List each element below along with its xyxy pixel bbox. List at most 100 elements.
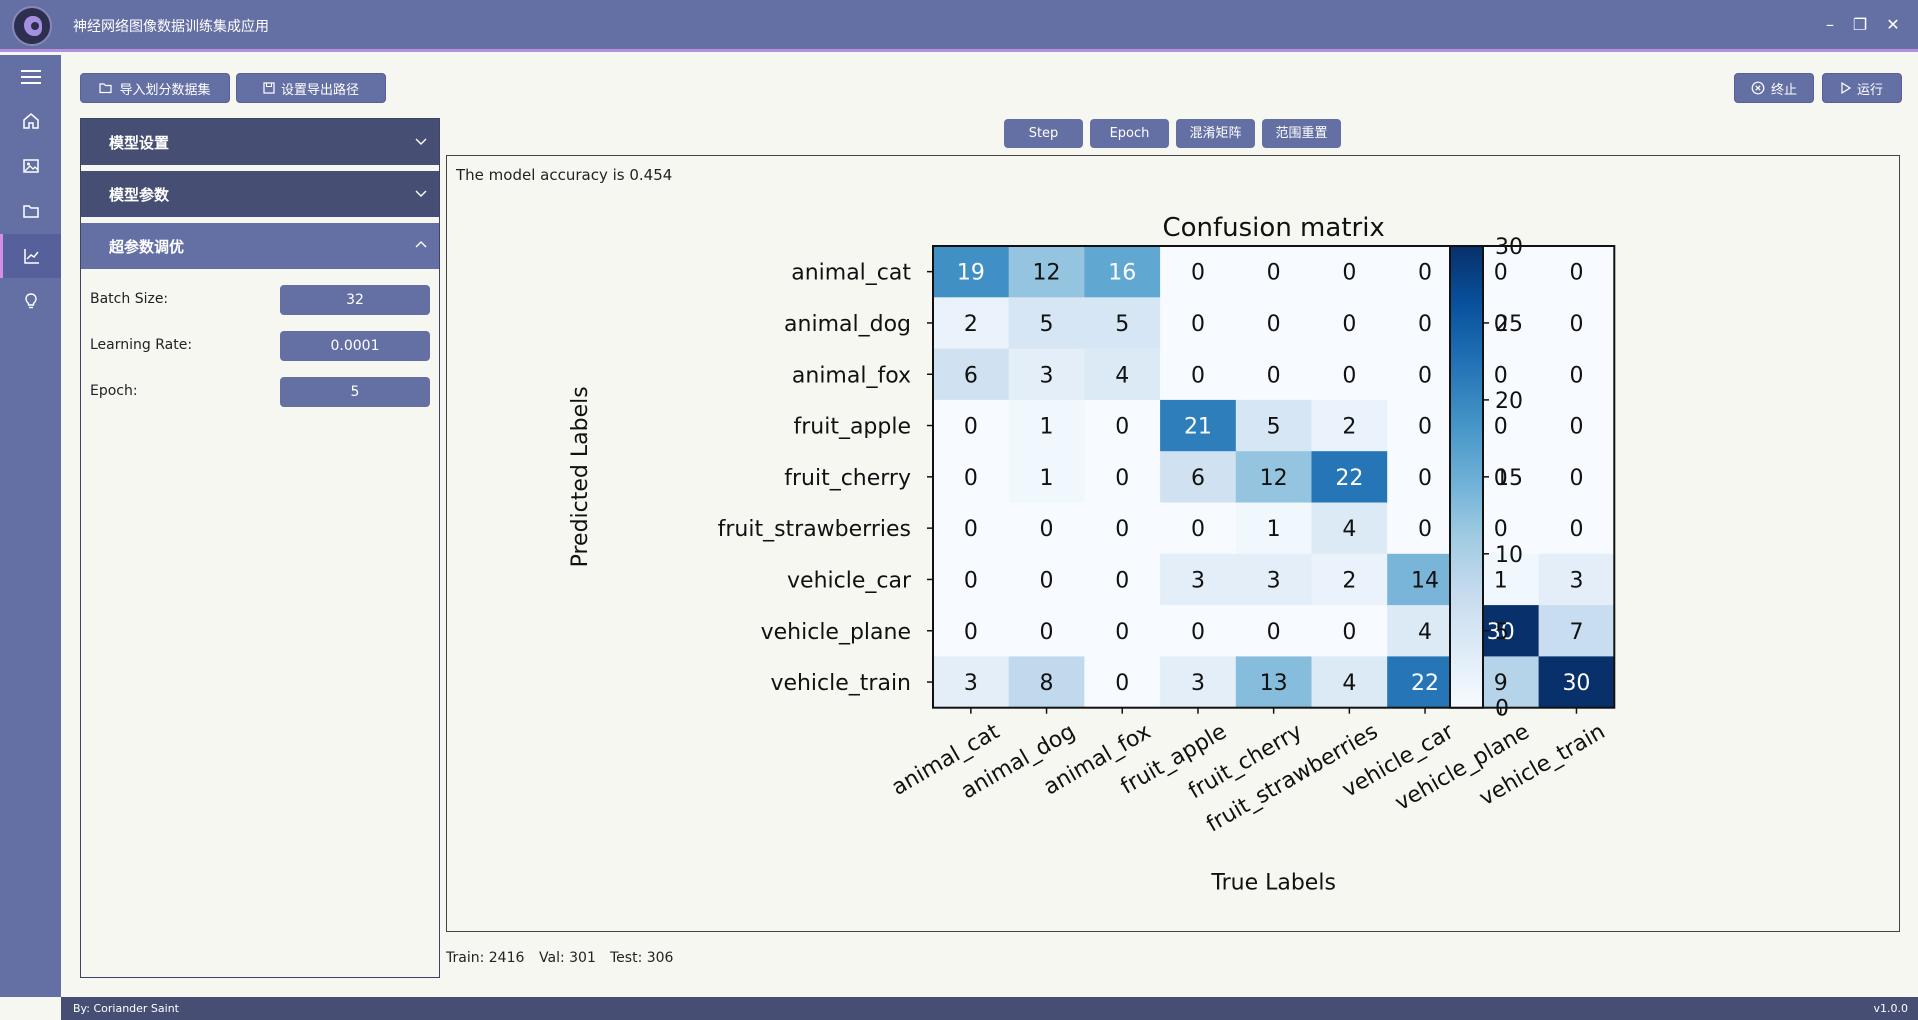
folder-icon	[22, 205, 39, 218]
cell-value-label: 0	[1115, 517, 1129, 542]
set-export-path-label: 设置导出路径	[280, 82, 359, 98]
step-button[interactable]: Step	[1004, 119, 1083, 148]
matrix-cell	[933, 399, 1010, 452]
reset-range-button[interactable]: 范围重置	[1262, 119, 1341, 148]
matrix-cell	[1008, 451, 1085, 503]
cell-value-label: 0	[1342, 363, 1356, 388]
import-dataset-button[interactable]: 导入划分数据集	[80, 73, 230, 103]
image-icon	[22, 159, 39, 173]
section-model-params[interactable]: 模型参数	[81, 171, 439, 217]
run-button[interactable]: 运行	[1822, 73, 1902, 103]
section-title: 超参数调优	[109, 237, 185, 256]
y-tick-label: vehicle_plane	[761, 620, 911, 645]
val-count: Val: 301	[539, 950, 596, 966]
sidebar-item-home[interactable]	[0, 99, 61, 143]
cell-value-label: 0	[1418, 261, 1432, 286]
y-tick-label: vehicle_car	[787, 568, 912, 593]
section-title: 模型设置	[109, 133, 170, 152]
matrix-cell	[1235, 553, 1312, 606]
section-hyperparam-tuning[interactable]: 超参数调优	[81, 223, 439, 269]
cell-value-label: 0	[1267, 363, 1281, 388]
cell-value-label: 0	[1569, 517, 1583, 542]
minimize-button[interactable]: –	[1826, 15, 1834, 34]
cell-value-label: 21	[1184, 415, 1212, 440]
cell-value-label: 0	[1494, 363, 1508, 388]
sidebar-menu-button[interactable]	[0, 55, 61, 99]
chevron-up-icon	[415, 241, 427, 248]
matrix-cell	[1008, 348, 1085, 401]
matrix-cell	[1084, 553, 1161, 606]
cell-value-label: 0	[964, 415, 978, 440]
cell-value-label: 0	[1040, 568, 1054, 593]
cell-value-label: 5	[1267, 415, 1281, 440]
epoch-input[interactable]: 5	[280, 377, 430, 407]
cell-value-label: 0	[1569, 466, 1583, 491]
cell-value-label: 0	[1115, 466, 1129, 491]
epoch-button[interactable]: Epoch	[1090, 119, 1169, 148]
y-tick-label: fruit_strawberries	[718, 517, 911, 542]
app-logo-icon	[12, 6, 52, 46]
cell-value-label: 16	[1108, 261, 1136, 286]
sidebar-item-images[interactable]	[0, 144, 61, 188]
cell-value-label: 2	[1342, 415, 1356, 440]
cell-value-label: 0	[1569, 415, 1583, 440]
sidebar-item-about[interactable]	[0, 279, 61, 323]
cell-value-label: 4	[1115, 363, 1129, 388]
cell-value-label: 3	[964, 671, 978, 696]
cell-value-label: 0	[1494, 261, 1508, 286]
cell-value-label: 4	[1418, 620, 1432, 645]
cell-value-label: 1	[1267, 517, 1281, 542]
cell-value-label: 13	[1260, 671, 1288, 696]
cell-value-label: 19	[957, 261, 985, 286]
epoch-row: Epoch: 5	[90, 377, 430, 407]
folder-open-icon	[99, 83, 113, 94]
matrix-cell	[1538, 348, 1615, 401]
section-model-settings[interactable]: 模型设置	[81, 119, 439, 165]
cell-value-label: 0	[1191, 261, 1205, 286]
cell-value-label: 5	[1040, 312, 1054, 337]
cell-value-label: 22	[1411, 671, 1439, 696]
matrix-cell	[1538, 656, 1615, 709]
matrix-cell	[1084, 348, 1161, 401]
cell-value-label: 0	[1115, 671, 1129, 696]
matrix-cell	[1160, 656, 1237, 709]
matrix-cell	[1160, 451, 1237, 503]
title-bar: 神经网络图像数据训练集成应用 – ❐ ✕	[0, 0, 1918, 52]
learning-rate-label: Learning Rate:	[90, 337, 193, 353]
matrix-cell	[1160, 348, 1237, 401]
batch-size-input[interactable]: 32	[280, 285, 430, 315]
cell-value-label: 3	[1191, 671, 1205, 696]
cell-value-label: 4	[1342, 517, 1356, 542]
sidebar-item-training[interactable]	[0, 234, 61, 278]
cell-value-label: 0	[1342, 312, 1356, 337]
x-axis-label: True Labels	[1210, 871, 1336, 896]
cell-value-label: 0	[1342, 261, 1356, 286]
cell-value-label: 2	[964, 312, 978, 337]
matrix-cell	[1008, 399, 1085, 452]
matrix-cell	[1538, 451, 1615, 503]
cell-value-label: 3	[1569, 568, 1583, 593]
matrix-cell	[933, 246, 1010, 298]
stop-button[interactable]: 终止	[1734, 73, 1814, 103]
window-title: 神经网络图像数据训练集成应用	[73, 19, 269, 35]
batch-size-label: Batch Size:	[90, 291, 169, 307]
learning-rate-input[interactable]: 0.0001	[280, 331, 430, 361]
cell-value-label: 1	[1040, 415, 1054, 440]
cell-value-label: 3	[1191, 568, 1205, 593]
cell-value-label: 30	[1487, 620, 1515, 645]
matrix-cell	[1311, 246, 1388, 298]
cell-value-label: 0	[1115, 415, 1129, 440]
matrix-cell	[1311, 451, 1388, 503]
matrix-cell	[1008, 502, 1085, 555]
restore-button[interactable]: ❐	[1852, 15, 1868, 34]
matrix-cell	[1235, 656, 1312, 709]
train-count: Train: 2416	[446, 950, 525, 966]
set-export-path-button[interactable]: 设置导出路径	[236, 73, 386, 103]
cell-value-label: 4	[1342, 671, 1356, 696]
cell-value-label: 12	[1260, 466, 1288, 491]
matrix-cell	[1084, 399, 1161, 452]
close-button[interactable]: ✕	[1886, 15, 1900, 34]
confusion-matrix-button[interactable]: 混淆矩阵	[1176, 119, 1255, 148]
colorbar	[1449, 245, 1484, 709]
sidebar-item-files[interactable]	[0, 189, 61, 233]
